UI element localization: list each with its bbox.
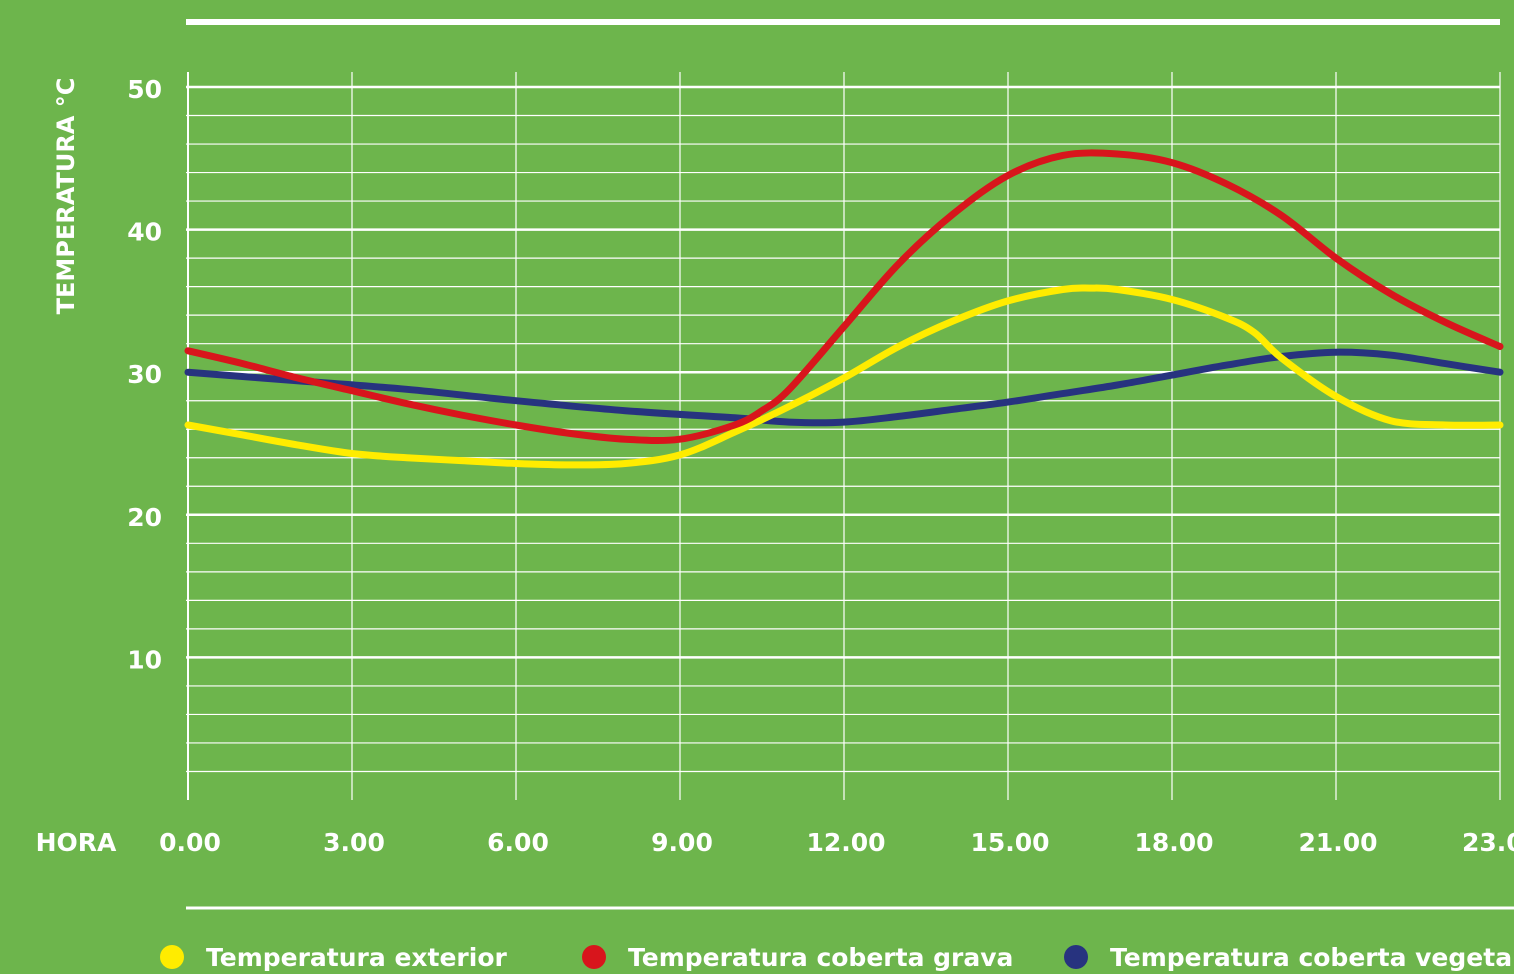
y-tick-label: 30: [127, 360, 162, 389]
legend-grava: Temperatura coberta grava: [582, 940, 1013, 974]
y-axis-label: TEMPERATURA °C: [52, 78, 80, 315]
legend-exterior: Temperatura exterior: [160, 940, 507, 974]
x-tick-label: 15.00: [970, 828, 1049, 857]
y-tick-label: 40: [127, 218, 162, 247]
series-line-exterior: [184, 284, 1504, 469]
legend-label-vegetal: Temperatura coberta vegetal: [1110, 942, 1514, 972]
vertical-gridlines: [187, 72, 1501, 800]
legend-vegetal: Temperatura coberta vegetal: [1064, 940, 1514, 974]
x-tick-label: 0.00: [159, 828, 221, 857]
x-tick-label: 12.00: [806, 828, 885, 857]
legend-dot-vegetal: [1064, 945, 1088, 969]
x-tick-label: 9.00: [651, 828, 713, 857]
series-lines: [184, 149, 1504, 469]
x-tick-label: 6.00: [487, 828, 549, 857]
legend-label-grava: Temperatura coberta grava: [628, 942, 1014, 972]
y-tick-label: 20: [127, 503, 162, 532]
x-tick-label: 18.00: [1134, 828, 1213, 857]
horizontal-gridlines: [186, 85, 1500, 773]
legend-dot-grava: [582, 945, 606, 969]
legend-dot-exterior: [160, 945, 184, 969]
y-tick-labels: 10 20 30 40 50: [127, 75, 162, 674]
y-tick-label: 10: [127, 645, 162, 674]
x-tick-label: 23.00: [1462, 828, 1514, 857]
x-axis-label: HORA: [36, 828, 117, 857]
x-tick-label: 21.00: [1298, 828, 1377, 857]
y-tick-label: 50: [127, 75, 162, 104]
series-line-grava: [184, 149, 1504, 445]
x-tick-labels: 0.00 3.00 6.00 9.00 12.00 15.00 18.00 21.00 23.0…: [159, 828, 1514, 857]
x-tick-label: 3.00: [323, 828, 385, 857]
series-line-vegetal: [184, 348, 1504, 427]
legend-label-exterior: Temperatura exterior: [206, 942, 507, 972]
